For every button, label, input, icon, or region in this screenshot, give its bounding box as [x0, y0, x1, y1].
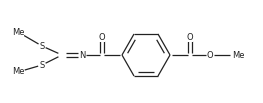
Text: O: O	[187, 33, 193, 42]
Text: Me: Me	[12, 28, 24, 36]
Text: S: S	[39, 60, 45, 70]
Text: O: O	[99, 33, 105, 42]
Text: O: O	[207, 50, 213, 60]
Text: S: S	[39, 42, 45, 50]
Text: Me: Me	[12, 67, 24, 77]
Text: Me: Me	[232, 50, 244, 60]
Text: N: N	[79, 50, 85, 60]
